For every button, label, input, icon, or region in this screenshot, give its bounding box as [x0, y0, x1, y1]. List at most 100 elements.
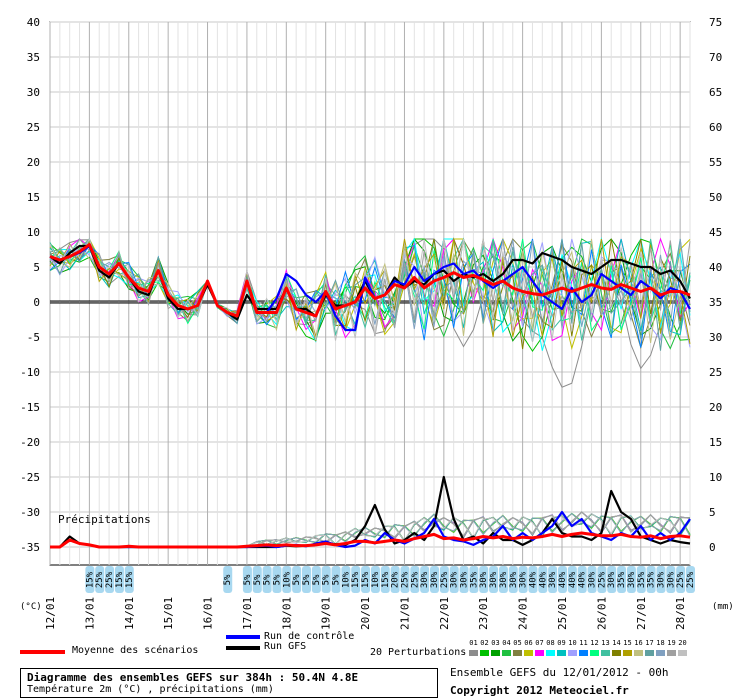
snow-probability-label: 5% [332, 574, 342, 585]
x-tick-label: 23/01 [477, 597, 490, 630]
perturbation-swatch [568, 650, 577, 656]
snow-probability-label: 30% [430, 571, 440, 588]
snow-probability-cell [577, 566, 587, 593]
x-tick-label: 17/01 [241, 597, 254, 630]
right-tick-label: 65 [709, 86, 722, 99]
left-tick-label: -20 [20, 436, 40, 449]
perturbation-number: 01 [469, 639, 478, 647]
snow-probability-cell [479, 566, 489, 593]
perturbation-swatch [590, 650, 599, 656]
snow-probability-label: 20% [391, 571, 401, 588]
snow-probability-label: 30% [519, 571, 529, 588]
perturbation-number: 09 [557, 639, 566, 647]
snow-probability-cell [252, 566, 262, 593]
left-tick-label: 0 [33, 296, 40, 309]
perturbation-swatch [579, 650, 588, 656]
legend-control-label: Run de contrôle [264, 631, 355, 642]
right-tick-label: 75 [709, 16, 722, 29]
legend-mean-label: Moyenne des scénarios [72, 645, 199, 656]
snow-probability-cell [528, 566, 538, 593]
snow-probability-label: 5% [253, 574, 263, 585]
perturbation-number: 06 [524, 639, 533, 647]
right-tick-label: 40 [709, 261, 722, 274]
right-tick-label: 45 [709, 226, 722, 239]
snow-probability-label: 5% [312, 574, 322, 585]
snow-probability-cell [469, 566, 479, 593]
perturbation-swatch [601, 650, 610, 656]
precip-label: Précipitations [58, 513, 151, 526]
snow-probability-label: 30% [420, 571, 430, 588]
left-tick-label: 20 [27, 156, 40, 169]
snow-probability-label: 30% [656, 571, 666, 588]
perturbation-swatch [480, 650, 489, 656]
snow-probability-cell [124, 566, 134, 593]
snow-probability-cell [292, 566, 302, 593]
snow-probability-label: 5% [243, 574, 253, 585]
snow-probability-cell [567, 566, 577, 593]
snow-probability-label: 10% [341, 571, 351, 588]
chart-title: Diagramme des ensembles GEFS sur 384h : … [27, 671, 359, 684]
perturbation-number: 08 [546, 639, 555, 647]
perturbation-number: 18 [656, 639, 665, 647]
snow-probability-cell [636, 566, 646, 593]
perturbation-number: 13 [601, 639, 610, 647]
right-tick-label: 30 [709, 331, 722, 344]
snow-probability-label: 25% [400, 571, 410, 588]
snow-probability-cell [449, 566, 459, 593]
legend-gfs-swatch [226, 646, 260, 650]
snow-probability-cell [646, 566, 656, 593]
snow-probability-cell [302, 566, 311, 593]
left-tick-label: -30 [20, 506, 40, 519]
right-tick-label: 25 [709, 366, 722, 379]
perturbation-swatch [667, 650, 676, 656]
perturbation-number: 20 [678, 639, 687, 647]
snow-probability-label: 15% [85, 571, 95, 588]
perturbation-number: 17 [645, 639, 654, 647]
perturbation-temp-line [49, 237, 691, 342]
snow-probability-cell [656, 566, 666, 593]
x-tick-label: 27/01 [635, 597, 648, 630]
snow-probability-cell [587, 566, 597, 593]
right-tick-label: 70 [709, 51, 722, 64]
snow-probability-cell [321, 566, 331, 593]
right-tick-label: 10 [709, 471, 722, 484]
snow-probability-label: 30% [666, 571, 676, 588]
snow-probability-label: 25% [410, 571, 420, 588]
x-tick-label: 26/01 [595, 597, 608, 630]
snow-probability-label: 35% [469, 571, 479, 588]
snow-probability-label: 30% [509, 571, 519, 588]
snow-probability-cell [439, 566, 449, 593]
perturbation-swatch [656, 650, 665, 656]
snow-probability-cell [548, 566, 558, 593]
snow-probability-cell [430, 566, 439, 593]
perturbation-swatch [513, 650, 522, 656]
snow-probability-cell [400, 566, 410, 593]
snow-probability-cell [95, 566, 105, 593]
run-info: Ensemble GEFS du 12/01/2012 - 00h [450, 666, 669, 679]
x-tick-label: 13/01 [83, 597, 96, 630]
x-tick-label: 25/01 [556, 597, 569, 630]
right-tick-label: 20 [709, 401, 722, 414]
snow-probability-cell [262, 566, 272, 593]
legend-perturbations-label: 20 Perturbations [370, 647, 467, 658]
x-tick-label: 12/01 [44, 597, 57, 630]
perturbation-number: 11 [579, 639, 588, 647]
series-temp-line [49, 243, 691, 318]
perturbation-swatch [524, 650, 533, 656]
chart-title-box: Diagramme des ensembles GEFS sur 384h : … [20, 668, 438, 698]
right-tick-label: 35 [709, 296, 722, 309]
snow-probability-label: 30% [489, 571, 499, 588]
snow-probability-label: 5% [302, 574, 312, 585]
perturbation-number: 16 [634, 639, 643, 647]
snow-probability-label: 5% [292, 574, 302, 585]
perturbation-swatch [546, 650, 555, 656]
snow-probability-row: 15% 25% 25% 15% 15% 5% 5% 5% 5% 5% 10% 5% 5% 5% 5% 5% 10… [85, 566, 696, 593]
snow-probability-cell [272, 566, 282, 593]
x-tick-label: 14/01 [123, 597, 136, 630]
snow-probability-cell [410, 566, 420, 593]
left-tick-label: 40 [27, 16, 40, 29]
snow-probability-cell [617, 566, 627, 593]
snow-probability-label: 5% [223, 574, 233, 585]
left-tick-label: -10 [20, 366, 40, 379]
left-tick-label: 15 [27, 191, 40, 204]
